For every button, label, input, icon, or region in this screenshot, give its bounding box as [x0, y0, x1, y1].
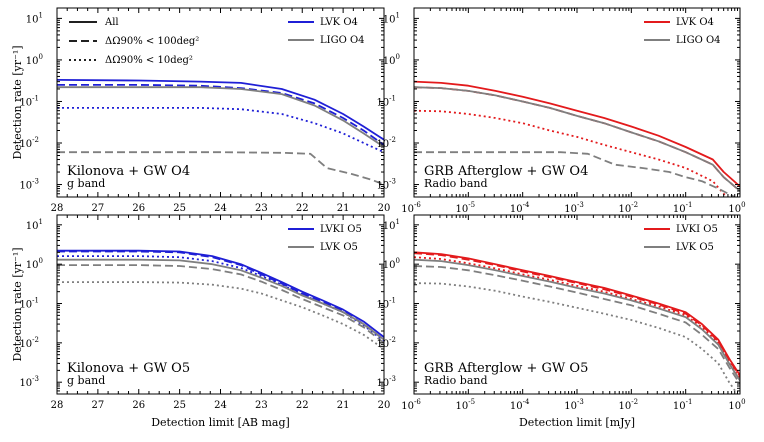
series-line-4: [57, 151, 384, 186]
y-tick-label: 10-1: [376, 297, 396, 311]
panel-subtitle: Radio band: [424, 374, 488, 387]
x-tick-label: 27: [92, 203, 105, 214]
y-tick-label: 101: [26, 218, 43, 232]
x-tick-label: 21: [337, 203, 350, 214]
style-legend-label: ΔΩ90% < 100deg²: [105, 36, 199, 47]
series-line-3: [414, 258, 740, 382]
y-axis-label: Detection rate [yr⁻¹]: [11, 247, 24, 361]
panel-subtitle: Radio band: [424, 177, 488, 190]
x-tick-label: 20: [378, 203, 391, 214]
panel-grb-o5: 10-3 10-2 10-1 100 101 10-6 10-5 10-4 10-3 10-2 10…: [376, 214, 746, 429]
x-tick-label: 23: [255, 400, 268, 411]
x-tick-label: 26: [132, 400, 145, 411]
x-tick-label: 10-4: [510, 398, 530, 412]
style-legend-label: ΔΩ90% < 10deg²: [105, 55, 193, 66]
series-line-3: [57, 258, 384, 341]
series-line-1: [414, 252, 740, 377]
x-tick-label: 10-4: [510, 201, 530, 215]
series-line-1: [57, 84, 384, 146]
x-axis-label: Detection limit [AB mag]: [151, 416, 290, 429]
x-tick-label: 25: [173, 203, 186, 214]
panel-grb-o4: 10-3 10-2 10-1 100 101 10-6 10-5 10-4 10-3 10-2 10…: [376, 7, 746, 215]
y-tick-label: 100: [26, 53, 43, 67]
panel-subtitle: g band: [67, 374, 105, 387]
x-tick-label: 10-3: [564, 398, 584, 412]
legend-label: LVK O5: [320, 242, 358, 253]
series-line-0: [414, 80, 740, 188]
x-tick-label: 20: [378, 400, 391, 411]
x-tick-label: 24: [214, 203, 227, 214]
series-line-2: [57, 107, 384, 154]
panel-title: Kilonova + GW O5: [67, 361, 190, 376]
series-line-2: [414, 109, 730, 197]
legend-label: LVKI O5: [676, 224, 718, 235]
x-tick-label: 22: [296, 400, 309, 411]
x-tick-label: 21: [337, 400, 350, 411]
series-line-0: [57, 79, 384, 141]
x-axis-label: Detection limit [mJy]: [519, 416, 635, 429]
style-legend-label: All: [104, 17, 119, 28]
y-tick-label: 10-2: [376, 336, 396, 350]
y-tick-label: 101: [383, 218, 400, 232]
y-tick-label: 10-3: [19, 178, 39, 192]
x-tick-label: 28: [51, 400, 64, 411]
y-tick-label: 10-3: [376, 178, 396, 192]
legend-label: LVK O5: [676, 242, 714, 253]
y-tick-label: 101: [383, 11, 400, 25]
panel-subtitle: g band: [67, 177, 105, 190]
series-line-0: [414, 251, 740, 376]
x-tick-label: 28: [51, 203, 64, 214]
series-group: [414, 251, 740, 394]
series-line-4: [57, 264, 384, 344]
legend-label: LIGO O4: [320, 35, 365, 46]
x-tick-label: 27: [92, 400, 105, 411]
x-tick-label: 10-1: [673, 201, 693, 215]
y-tick-label: 100: [383, 53, 400, 67]
x-tick-label: 10-2: [619, 398, 639, 412]
series-line-1: [57, 250, 384, 341]
x-tick-label: 10-5: [456, 398, 476, 412]
legend-label: LIGO O4: [676, 35, 721, 46]
x-tick-label: 25: [173, 400, 186, 411]
panel-title: GRB Afterglow + GW O4: [424, 164, 588, 179]
series-line-4: [414, 151, 736, 197]
series-line-4: [414, 265, 740, 385]
series-group: [414, 80, 740, 197]
y-tick-label: 101: [26, 11, 43, 25]
x-tick-label: 10-6: [401, 201, 421, 215]
x-tick-label: 24: [214, 400, 227, 411]
x-tick-label: 23: [255, 203, 268, 214]
y-tick-label: 10-2: [376, 136, 396, 150]
x-tick-label: 100: [728, 201, 745, 215]
series-line-3: [414, 86, 740, 192]
y-tick-label: 10-3: [376, 375, 396, 389]
legend-label: LVKI O5: [320, 224, 362, 235]
y-axis-label: Detection rate [yr⁻¹]: [11, 45, 24, 159]
series-line-0: [57, 249, 384, 338]
panel-title: GRB Afterglow + GW O5: [424, 361, 588, 376]
x-tick-label: 10-2: [619, 201, 639, 215]
legend-label: LVK O4: [320, 17, 358, 28]
x-tick-label: 100: [728, 398, 745, 412]
x-tick-label: 10-5: [456, 201, 476, 215]
x-tick-label: 22: [296, 203, 309, 214]
x-tick-label: 26: [132, 203, 145, 214]
y-tick-label: 10-3: [19, 375, 39, 389]
y-tick-label: 100: [383, 257, 400, 271]
y-tick-label: 10-1: [376, 94, 396, 108]
legend-label: LVK O4: [676, 17, 714, 28]
x-tick-label: 10-6: [401, 398, 421, 412]
series-line-5: [57, 281, 384, 350]
x-tick-label: 10-1: [673, 398, 693, 412]
series-line-3: [57, 86, 384, 148]
series-group: [57, 79, 384, 186]
y-tick-label: 100: [26, 257, 43, 271]
x-tick-label: 10-3: [564, 201, 584, 215]
series-group: [57, 249, 384, 350]
panel-title: Kilonova + GW O4: [67, 164, 190, 179]
series-line-2: [57, 255, 384, 342]
